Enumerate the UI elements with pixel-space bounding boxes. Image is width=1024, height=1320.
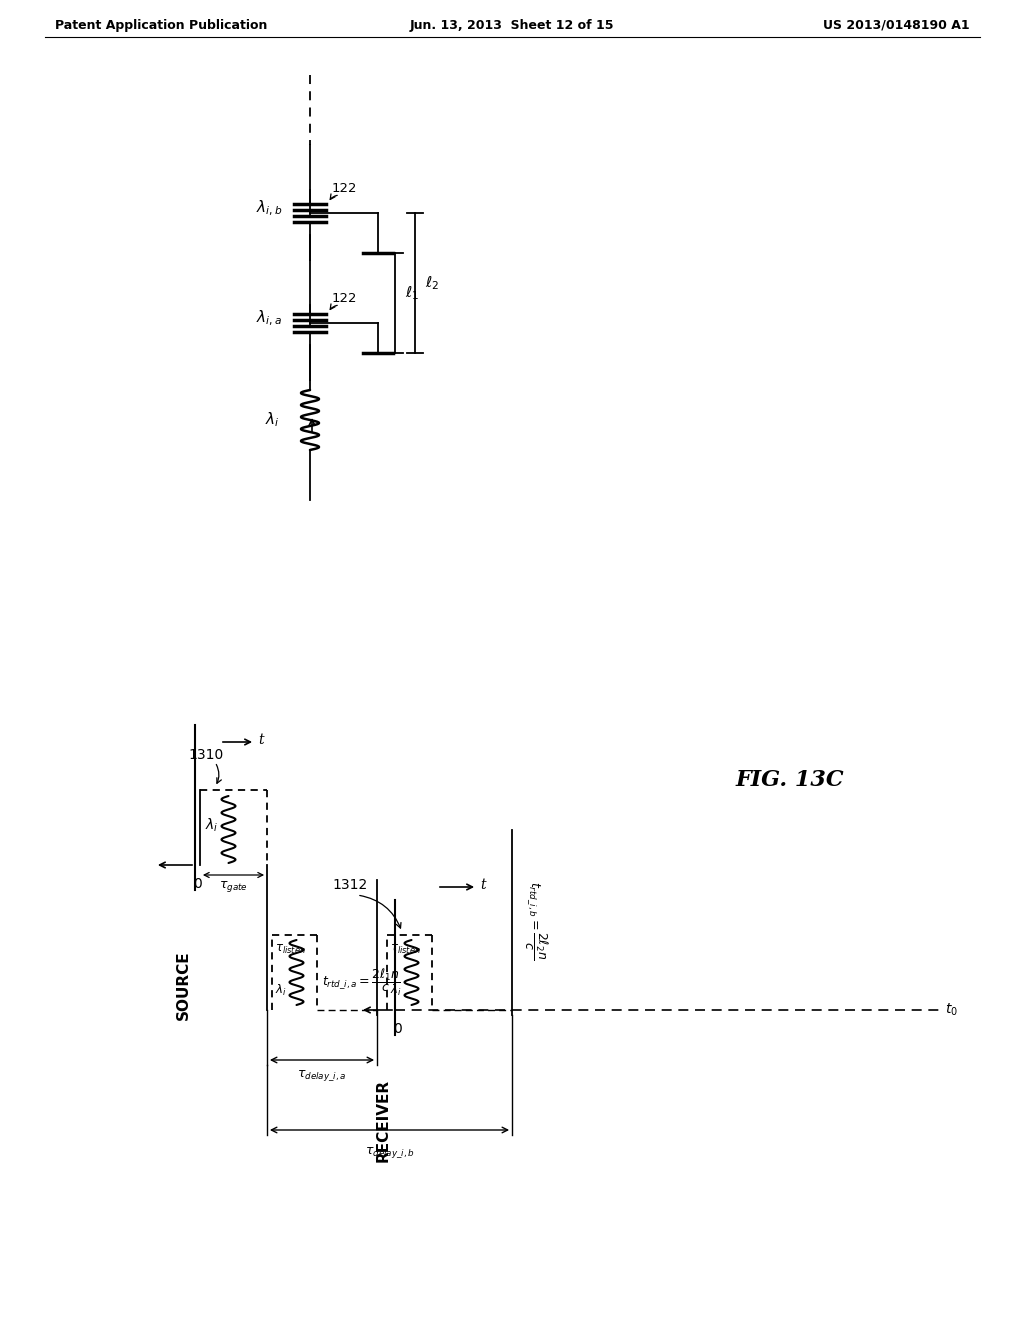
Text: $\lambda_i$: $\lambda_i$ xyxy=(205,816,218,834)
Text: $\ell_2$: $\ell_2$ xyxy=(425,275,439,292)
Text: 122: 122 xyxy=(332,292,357,305)
Text: Jun. 13, 2013  Sheet 12 of 15: Jun. 13, 2013 Sheet 12 of 15 xyxy=(410,18,614,32)
Text: RECEIVER: RECEIVER xyxy=(376,1078,390,1162)
Text: 0: 0 xyxy=(194,876,203,891)
Text: 122: 122 xyxy=(332,182,357,195)
Text: 1310: 1310 xyxy=(188,748,223,762)
Text: t: t xyxy=(258,733,263,747)
Text: $\lambda_i$: $\lambda_i$ xyxy=(265,411,280,429)
Text: $\lambda_i$: $\lambda_i$ xyxy=(275,982,287,998)
Text: $\tau_{gate}$: $\tau_{gate}$ xyxy=(219,879,248,894)
Text: $\tau_{delay\_i,b}$: $\tau_{delay\_i,b}$ xyxy=(365,1144,415,1160)
Text: Patent Application Publication: Patent Application Publication xyxy=(55,18,267,32)
Text: 1312: 1312 xyxy=(332,878,368,892)
Text: $\tau_{delay\_i,a}$: $\tau_{delay\_i,a}$ xyxy=(297,1068,347,1082)
Text: $\lambda_i$: $\lambda_i$ xyxy=(390,982,401,998)
Text: FIG. 13C: FIG. 13C xyxy=(735,770,845,791)
Text: US 2013/0148190 A1: US 2013/0148190 A1 xyxy=(823,18,970,32)
Text: $\ell_1$: $\ell_1$ xyxy=(406,284,419,302)
Text: 0: 0 xyxy=(393,1022,402,1036)
Text: $t_{rtd\_i,b}= \dfrac{2\ell_2 n}{c}$: $t_{rtd\_i,b}= \dfrac{2\ell_2 n}{c}$ xyxy=(522,880,549,960)
Text: $\tau_{listen}$: $\tau_{listen}$ xyxy=(390,942,421,956)
Text: t: t xyxy=(480,878,485,892)
Text: $t_0$: $t_0$ xyxy=(945,1002,957,1018)
Text: $\lambda_{i,a}$: $\lambda_{i,a}$ xyxy=(256,309,282,327)
Text: SOURCE: SOURCE xyxy=(175,950,190,1020)
Text: $\tau_{listen}$: $\tau_{listen}$ xyxy=(275,942,306,956)
Text: $\lambda_{i,b}$: $\lambda_{i,b}$ xyxy=(256,198,282,218)
Text: $t_{rtd\_i,a}= \dfrac{2\ell_1 n}{c}$: $t_{rtd\_i,a}= \dfrac{2\ell_1 n}{c}$ xyxy=(322,966,400,994)
